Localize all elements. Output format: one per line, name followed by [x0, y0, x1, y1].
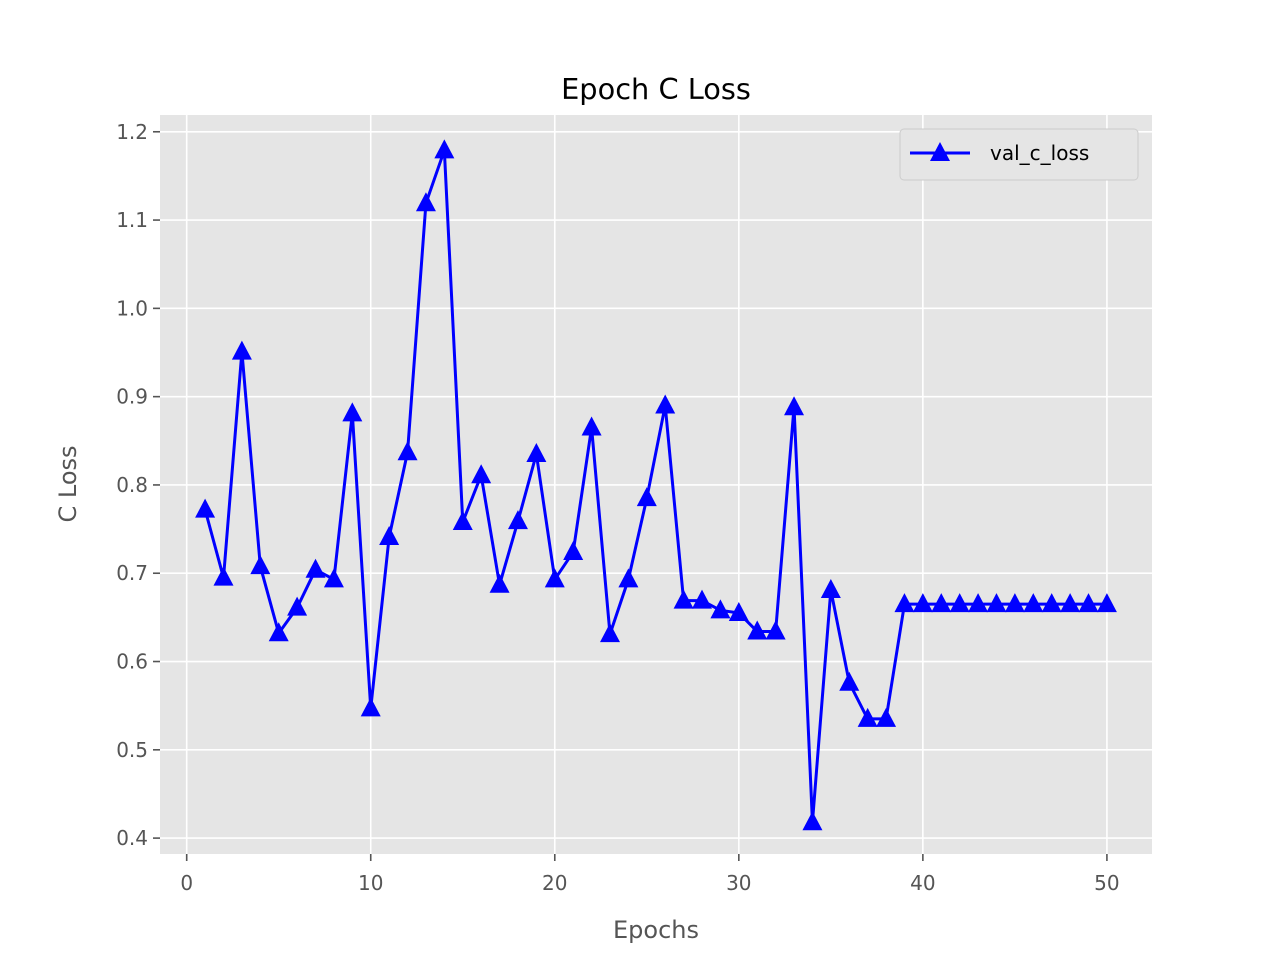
data-point-marker — [195, 498, 216, 518]
data-point-marker — [287, 596, 308, 616]
data-point-marker — [636, 487, 657, 507]
data-point-marker — [1041, 593, 1062, 613]
y-tick-label: 1.2 — [116, 120, 148, 144]
data-point-marker — [655, 394, 676, 414]
data-point-marker — [912, 593, 933, 613]
x-tick-label: 10 — [358, 871, 383, 895]
x-tick-label: 0 — [180, 871, 193, 895]
data-point-marker — [931, 593, 952, 613]
data-point-marker — [710, 599, 731, 619]
data-point-marker — [765, 620, 786, 640]
gridlines — [160, 115, 1152, 854]
x-tick-label: 40 — [910, 871, 935, 895]
data-point-marker — [1096, 593, 1117, 613]
data-point-marker — [250, 555, 271, 575]
x-axis-label: Epochs — [613, 916, 699, 944]
data-point-marker — [949, 593, 970, 613]
data-point-marker — [968, 593, 989, 613]
y-tick-label: 0.5 — [116, 738, 148, 762]
data-point-marker — [507, 510, 528, 530]
data-point-marker — [673, 589, 694, 609]
series-layer — [195, 139, 1117, 831]
data-point-marker — [894, 593, 915, 613]
data-point-marker — [268, 622, 289, 642]
data-point-marker — [802, 811, 823, 831]
legend-box — [899, 128, 1139, 181]
y-tick-label: 1.0 — [116, 296, 148, 320]
data-point-marker — [323, 568, 344, 588]
data-point-marker — [544, 568, 565, 588]
x-tick-label: 30 — [726, 871, 751, 895]
data-point-marker — [397, 441, 418, 461]
data-point-marker — [784, 396, 805, 416]
y-tick-label: 1.1 — [116, 208, 148, 232]
data-point-marker — [986, 593, 1007, 613]
data-point-marker — [1078, 593, 1099, 613]
data-point-marker — [563, 541, 584, 561]
data-point-marker — [1004, 593, 1025, 613]
y-axis-label: C Loss — [54, 445, 82, 522]
y-tick-label: 0.8 — [116, 473, 148, 497]
data-point-marker — [471, 464, 492, 484]
y-tick-label: 0.7 — [116, 561, 148, 585]
legend-label-val-c-loss: val_c_loss — [990, 141, 1089, 165]
data-point-marker — [434, 139, 455, 159]
data-point-marker — [213, 566, 234, 586]
data-point-marker — [231, 340, 252, 360]
data-point-marker — [876, 707, 897, 727]
data-point-marker — [1023, 593, 1044, 613]
data-point-marker — [839, 671, 860, 691]
y-tick-label: 0.6 — [116, 650, 148, 674]
data-point-marker — [452, 511, 473, 531]
data-point-marker — [415, 192, 436, 212]
data-point-marker — [747, 620, 768, 640]
x-tick-label: 50 — [1094, 871, 1119, 895]
data-point-marker — [1060, 593, 1081, 613]
data-point-marker — [599, 623, 620, 643]
y-tick-label: 0.9 — [116, 385, 148, 409]
data-point-marker — [581, 416, 602, 436]
x-tick-label: 20 — [542, 871, 567, 895]
y-axis-ticks: 0.4 0.5 0.6 0.7 0.8 0.9 1.0 1.1 1.2 — [116, 120, 160, 850]
chart-title: Epoch C Loss — [561, 72, 751, 106]
data-point-marker — [692, 589, 713, 609]
x-axis-ticks: 0 10 20 30 40 50 — [180, 854, 1120, 895]
data-point-marker — [305, 558, 326, 578]
data-point-marker — [820, 579, 841, 599]
data-point-marker — [360, 697, 381, 717]
data-point-marker — [728, 601, 749, 621]
data-point-marker — [342, 402, 363, 422]
y-tick-label: 0.4 — [116, 826, 148, 850]
legend: val_c_loss — [899, 128, 1139, 181]
data-point-marker — [379, 526, 400, 546]
data-point-marker — [526, 443, 547, 463]
legend-marker-triangle — [930, 142, 950, 161]
data-point-marker — [857, 707, 878, 727]
data-point-marker — [489, 573, 510, 593]
data-point-marker — [618, 568, 639, 588]
